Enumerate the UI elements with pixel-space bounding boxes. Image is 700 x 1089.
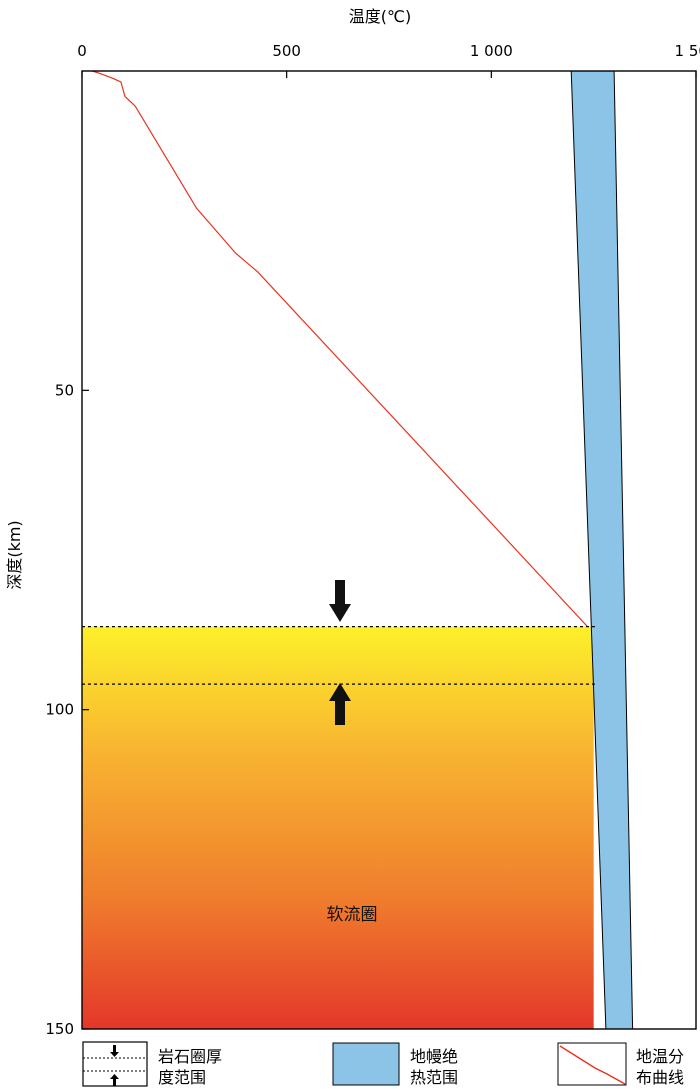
y-tick-label: 50	[55, 381, 74, 399]
legend-item-lithosphere: 岩石圈厚 度范围	[82, 1041, 222, 1087]
legend-lithosphere-line1: 岩石圈厚	[158, 1047, 222, 1066]
x-tick-label: 1 500	[675, 42, 700, 60]
y-axis: 50 100 150	[45, 381, 89, 1038]
legend-adiabat-line1: 地幔绝	[410, 1047, 458, 1066]
x-axis-title: 温度(℃)	[349, 7, 411, 26]
y-axis-title: 深度(km)	[5, 520, 24, 589]
up-arrow-icon	[329, 683, 351, 725]
x-axis: 0 500 1 000 1 500	[77, 42, 700, 78]
geotherm-curve	[92, 70, 588, 628]
legend: 岩石圈厚 度范围 地幔绝 热范围 地温分 布曲线	[82, 1041, 684, 1087]
asthenosphere-label: 软流圈	[327, 905, 378, 925]
x-tick-label: 1 000	[470, 42, 513, 60]
legend-up-arrow-icon	[110, 1074, 119, 1086]
plot-frame	[81, 70, 697, 1030]
down-arrow-icon	[329, 580, 351, 622]
legend-item-adiabat: 地幔绝 热范围	[332, 1042, 458, 1087]
x-tick-label: 0	[77, 42, 87, 60]
y-tick-label: 150	[45, 1020, 74, 1038]
legend-geotherm-line1: 地温分	[636, 1047, 684, 1066]
legend-geotherm-line2: 布曲线	[636, 1068, 684, 1087]
x-tick-label: 500	[272, 42, 301, 60]
legend-adiabat-line2: 热范围	[410, 1068, 458, 1087]
y-tick-label: 100	[45, 701, 74, 719]
legend-down-arrow-icon	[110, 1045, 119, 1057]
legend-item-geotherm: 地温分 布曲线	[557, 1042, 684, 1087]
legend-lithosphere-line2: 度范围	[158, 1068, 206, 1087]
